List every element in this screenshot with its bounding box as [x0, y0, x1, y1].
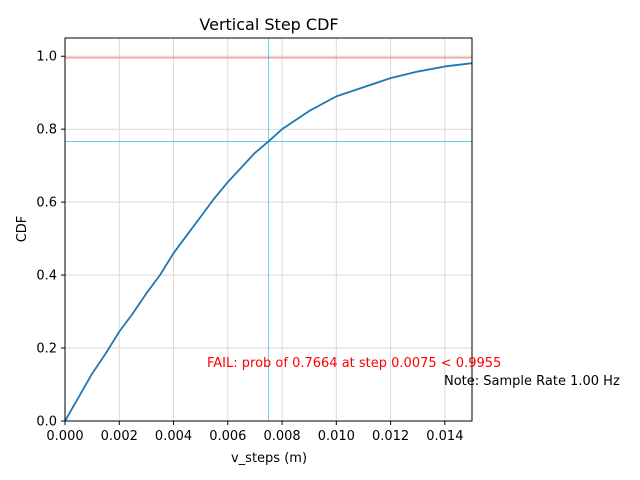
series-group: [64, 62, 473, 422]
y-tick-label: 0.2: [36, 342, 57, 357]
x-tick-label: 0.014: [426, 429, 463, 444]
y-tick-label: 1.0: [36, 50, 57, 65]
x-tick-label: 0.012: [372, 429, 409, 444]
x-tick-label: 0.002: [101, 429, 138, 444]
x-tick-label: 0.008: [263, 429, 300, 444]
note-annotation: Note: Sample Rate 1.00 Hz: [444, 374, 620, 389]
x-tick-label: 0.004: [155, 429, 192, 444]
x-axis-label: v_steps (m): [231, 451, 307, 466]
x-tick-label: 0.010: [318, 429, 355, 444]
x-tick-label: 0.000: [46, 429, 83, 444]
x-tick-label: 0.006: [209, 429, 246, 444]
chart-title: Vertical Step CDF: [199, 15, 338, 34]
y-tick-label: 0.8: [36, 123, 57, 138]
y-tick-label: 0.4: [36, 269, 57, 284]
y-axis-ticks: 0.0 0.2 0.4 0.6 0.8 1.0: [36, 50, 65, 430]
plot-frame: [64, 37, 473, 422]
fail-annotation: FAIL: prob of 0.7664 at step 0.0075 < 0.…: [207, 356, 501, 371]
y-axis-label: CDF: [15, 216, 30, 243]
cdf-series-line: [64, 62, 473, 422]
y-tick-label: 0.6: [36, 196, 57, 211]
y-tick-label: 0.0: [36, 415, 57, 430]
x-axis-ticks: 0.000 0.002 0.004 0.006 0.008 0.010 0.012 0.014: [46, 421, 463, 444]
